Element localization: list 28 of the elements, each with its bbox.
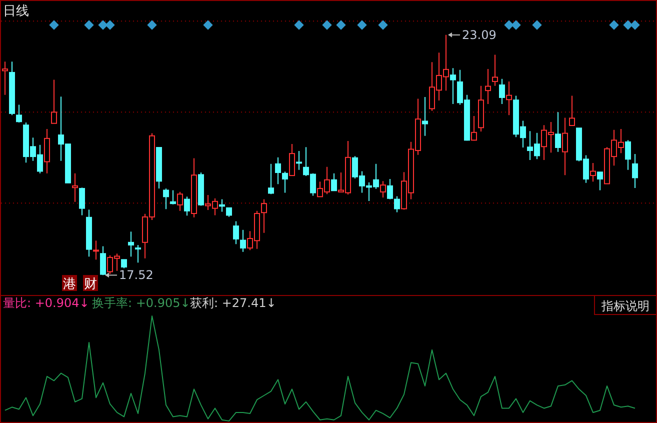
chart-title: 日线	[3, 4, 29, 19]
annotation: 17.52	[119, 268, 154, 282]
candlestick	[590, 162, 596, 182]
candlestick	[555, 112, 561, 152]
candlestick	[296, 150, 302, 170]
candlestick	[632, 153, 638, 189]
candlestick	[86, 209, 92, 258]
candlestick	[422, 96, 428, 136]
candlestick	[499, 78, 505, 104]
candlestick	[492, 54, 498, 86]
candlestick	[72, 172, 78, 202]
annotation: 财	[84, 277, 97, 292]
candlestick	[562, 117, 568, 176]
candlestick	[485, 68, 491, 104]
candlestick	[219, 198, 225, 212]
candlestick	[128, 231, 134, 258]
text: 量比: +0.904↓	[3, 296, 90, 310]
annotation: 港	[63, 277, 76, 292]
candlestick	[450, 68, 456, 104]
candlestick	[2, 61, 8, 96]
text: 指标说明	[600, 299, 650, 313]
text: 获利: +27.41↓	[190, 296, 276, 310]
text: 换手率: +0.905↓	[92, 296, 190, 310]
candlestick	[275, 156, 281, 185]
candlestick	[93, 240, 99, 260]
candlestick	[506, 81, 512, 116]
annotation: 23.09	[462, 28, 496, 42]
candlestick	[44, 128, 50, 174]
